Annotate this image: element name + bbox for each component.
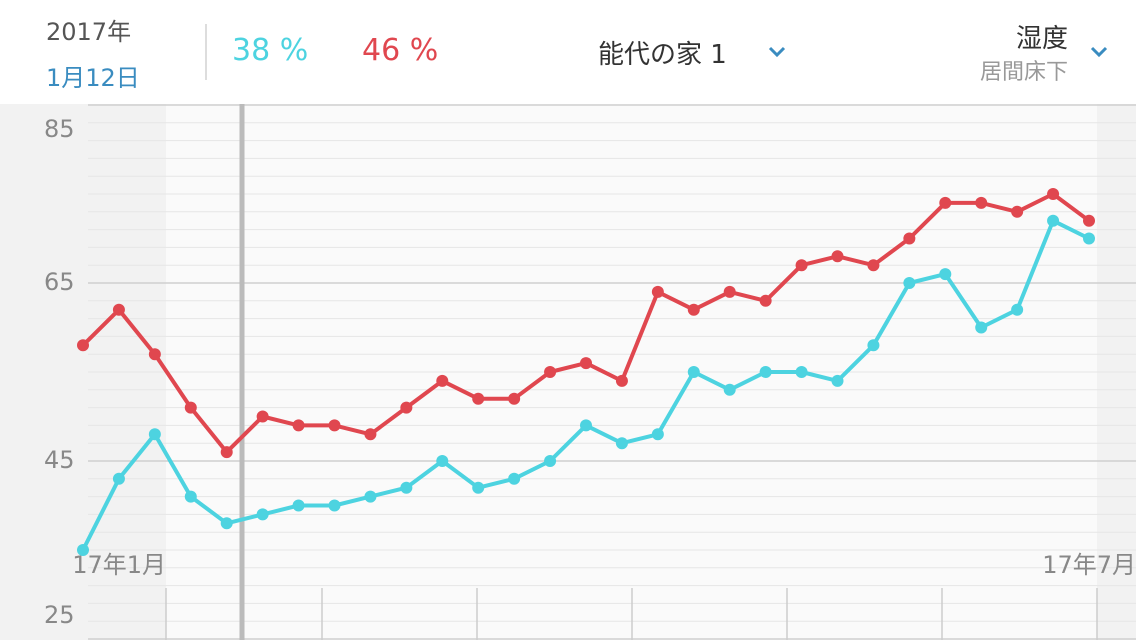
data-point — [687, 366, 700, 378]
data-point — [184, 490, 197, 503]
data-point — [328, 419, 341, 432]
x-axis-label: 17年7月 — [1042, 551, 1136, 579]
data-point — [436, 374, 449, 387]
data-point — [580, 419, 592, 432]
data-point — [292, 419, 305, 432]
divider — [205, 24, 207, 80]
data-point — [687, 303, 700, 316]
data-point — [1083, 214, 1095, 227]
data-point — [292, 499, 305, 512]
data-point — [903, 232, 916, 245]
data-point — [220, 446, 233, 459]
data-point — [544, 366, 557, 378]
data-point — [759, 294, 772, 307]
reading-b: 46 % — [362, 33, 439, 68]
data-point — [615, 374, 628, 387]
reading-a: 38 % — [232, 33, 309, 68]
data-point — [867, 259, 880, 272]
data-point — [903, 277, 916, 289]
data-point — [723, 285, 736, 298]
sensor: 居間床下 — [979, 60, 1068, 85]
y-tick-label: 85 — [44, 115, 75, 143]
location[interactable]: 能代の家 1 — [598, 40, 727, 70]
data-point — [508, 472, 521, 485]
location-chevron[interactable] — [766, 44, 788, 60]
data-point — [112, 472, 125, 485]
data-point — [256, 410, 269, 423]
date[interactable]: 1月12日 — [46, 64, 140, 92]
y-tick-label: 65 — [44, 268, 75, 296]
metric-chevron[interactable] — [1088, 44, 1110, 60]
data-point — [580, 357, 592, 370]
data-point — [795, 259, 808, 272]
y-tick-label: 25 — [44, 601, 75, 629]
data-point — [651, 428, 664, 441]
data-point — [1047, 188, 1060, 200]
chart: 25 45 65 85 17年1月 17年7月 — [0, 104, 1136, 640]
data-point — [1083, 232, 1095, 245]
data-point — [723, 383, 736, 396]
data-point — [77, 544, 89, 556]
data-point — [867, 339, 880, 352]
data-point — [364, 428, 377, 441]
data-point — [400, 401, 413, 414]
data-point — [256, 508, 269, 521]
data-point — [148, 348, 161, 361]
data-point — [508, 392, 521, 405]
x-axis-label: 17年1月 — [72, 551, 166, 579]
data-point — [472, 392, 485, 405]
data-point — [112, 303, 125, 316]
data-point — [975, 196, 988, 209]
data-point — [651, 285, 664, 298]
data-point — [831, 250, 844, 263]
data-point — [759, 366, 772, 378]
data-point — [1011, 303, 1024, 316]
data-point — [795, 366, 808, 378]
data-point — [615, 437, 628, 450]
data-point — [544, 455, 557, 467]
data-point — [184, 401, 197, 414]
data-point — [400, 481, 413, 494]
data-point — [831, 374, 844, 387]
data-point — [939, 196, 952, 209]
data-point — [148, 428, 161, 441]
data-point — [364, 490, 377, 503]
data-point — [436, 455, 449, 467]
data-point — [939, 268, 952, 281]
year: 2017年 — [46, 18, 132, 46]
data-point — [1047, 214, 1060, 227]
data-point — [220, 517, 233, 530]
data-point — [975, 321, 988, 334]
metric[interactable]: 湿度 — [1015, 24, 1068, 54]
data-point — [472, 481, 485, 494]
y-tick-label: 45 — [44, 446, 75, 474]
data-point — [328, 499, 341, 512]
data-point — [1011, 205, 1024, 218]
data-point — [77, 339, 89, 352]
